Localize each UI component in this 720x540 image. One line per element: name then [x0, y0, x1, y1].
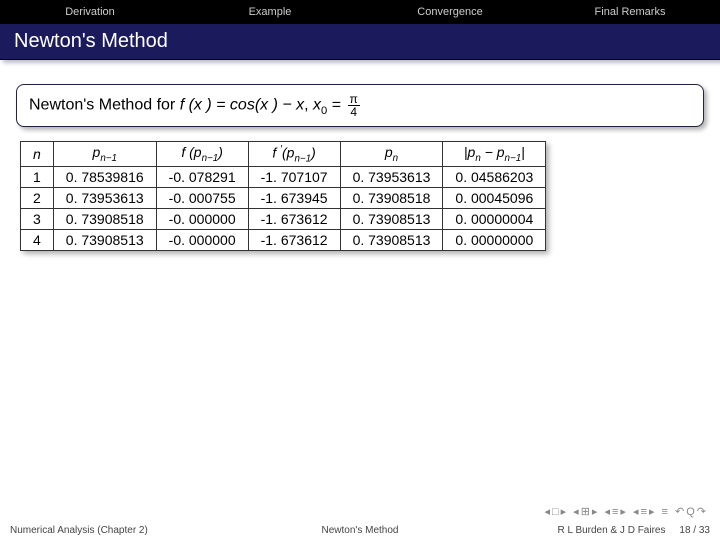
nav-derivation[interactable]: Derivation	[0, 6, 180, 18]
table-body: 10. 78539816-0. 078291-1. 7071070. 73953…	[21, 167, 546, 251]
table-row: 30. 73908518-0. 000000-1. 6736120. 73908…	[21, 209, 546, 230]
theorem-block: Newton's Method for f (x ) = cos(x ) − x…	[16, 84, 704, 127]
cell-fpp: -1. 673612	[248, 230, 340, 251]
pi-over-4: π4	[348, 93, 360, 118]
cell-pn: 0. 73908513	[340, 230, 443, 251]
cell-err: 0. 00000004	[443, 209, 546, 230]
col-err: |pn − pn−1|	[443, 142, 546, 167]
cell-fpp: -1. 673612	[248, 209, 340, 230]
footer-center: Newton's Method	[243, 525, 476, 536]
cell-n: 2	[21, 188, 54, 209]
cell-n: 4	[21, 230, 54, 251]
x0-lhs: x	[313, 97, 321, 114]
h-fp-close: )	[218, 144, 223, 160]
cell-pn: 0. 73953613	[340, 167, 443, 188]
footer-right: R L Burden & J D Faires 18 / 33	[477, 525, 710, 536]
cell-err: 0. 04586203	[443, 167, 546, 188]
top-nav: Derivation Example Convergence Final Rem…	[0, 0, 720, 24]
cell-err: 0. 00000000	[443, 230, 546, 251]
nav-example[interactable]: Example	[180, 6, 360, 18]
h-err-open: |p	[464, 144, 475, 160]
cell-pnm1: 0. 73908513	[53, 230, 156, 251]
cell-fp: -0. 078291	[156, 167, 248, 188]
cell-pnm1: 0. 73953613	[53, 188, 156, 209]
block-formula: f (x ) = cos(x ) − x	[180, 97, 304, 114]
cell-pn: 0. 73908518	[340, 188, 443, 209]
table-header-row: n pn−1 f (pn−1) f ′(pn−1) pn |pn − pn−1|	[21, 142, 546, 167]
col-fp: f (pn−1)	[156, 142, 248, 167]
col-pnm1: pn−1	[53, 142, 156, 167]
cell-pnm1: 0. 78539816	[53, 167, 156, 188]
h-pn: p	[385, 144, 393, 160]
footer: Numerical Analysis (Chapter 2) Newton's …	[0, 520, 720, 540]
col-fprime: f ′(pn−1)	[248, 142, 340, 167]
footer-left: Numerical Analysis (Chapter 2)	[10, 525, 243, 536]
cell-fp: -0. 000000	[156, 209, 248, 230]
h-fpp-open: (p	[282, 145, 294, 161]
nav-convergence[interactable]: Convergence	[360, 6, 540, 18]
col-pn: pn	[340, 142, 443, 167]
h-fp-sub: n−1	[202, 153, 219, 164]
cell-pn: 0. 73908513	[340, 209, 443, 230]
col-n: n	[21, 142, 54, 167]
table-row: 10. 78539816-0. 078291-1. 7071070. 73953…	[21, 167, 546, 188]
cell-fpp: -1. 707107	[248, 167, 340, 188]
nav-final-remarks[interactable]: Final Remarks	[540, 6, 720, 18]
footer-page: 18 / 33	[679, 525, 710, 536]
beamer-nav-icons[interactable]: ◂□▸ ◂⊞▸ ◂≡▸ ◂≡▸ ≡ ↶Q↷	[544, 505, 708, 518]
cell-fp: -0. 000000	[156, 230, 248, 251]
cell-n: 3	[21, 209, 54, 230]
h-pnm1-sub: n−1	[100, 153, 117, 164]
h-err-mid: − p	[481, 144, 505, 160]
table-row: 20. 73953613-0. 000755-1. 6739450. 73908…	[21, 188, 546, 209]
h-fp: f (p	[181, 144, 201, 160]
h-fpp-sub: n−1	[294, 153, 311, 164]
h-err-sub2: n−1	[505, 153, 522, 164]
slide-title: Newton's Method	[0, 24, 720, 60]
footer-authors: R L Burden & J D Faires	[557, 525, 665, 536]
cell-err: 0. 00045096	[443, 188, 546, 209]
cell-pnm1: 0. 73908518	[53, 209, 156, 230]
block-prefix: Newton's Method for	[29, 97, 180, 114]
cell-fp: -0. 000755	[156, 188, 248, 209]
h-fpp: f	[272, 145, 280, 161]
eq-sign: =	[327, 97, 345, 114]
table-row: 40. 73908513-0. 000000-1. 6736120. 73908…	[21, 230, 546, 251]
pi-den: 4	[348, 106, 360, 118]
iteration-table: n pn−1 f (pn−1) f ′(pn−1) pn |pn − pn−1|…	[20, 141, 546, 251]
cell-n: 1	[21, 167, 54, 188]
h-pn-sub: n	[393, 153, 398, 164]
h-err-close: |	[521, 144, 525, 160]
h-fpp-close: )	[311, 145, 316, 161]
cell-fpp: -1. 673945	[248, 188, 340, 209]
